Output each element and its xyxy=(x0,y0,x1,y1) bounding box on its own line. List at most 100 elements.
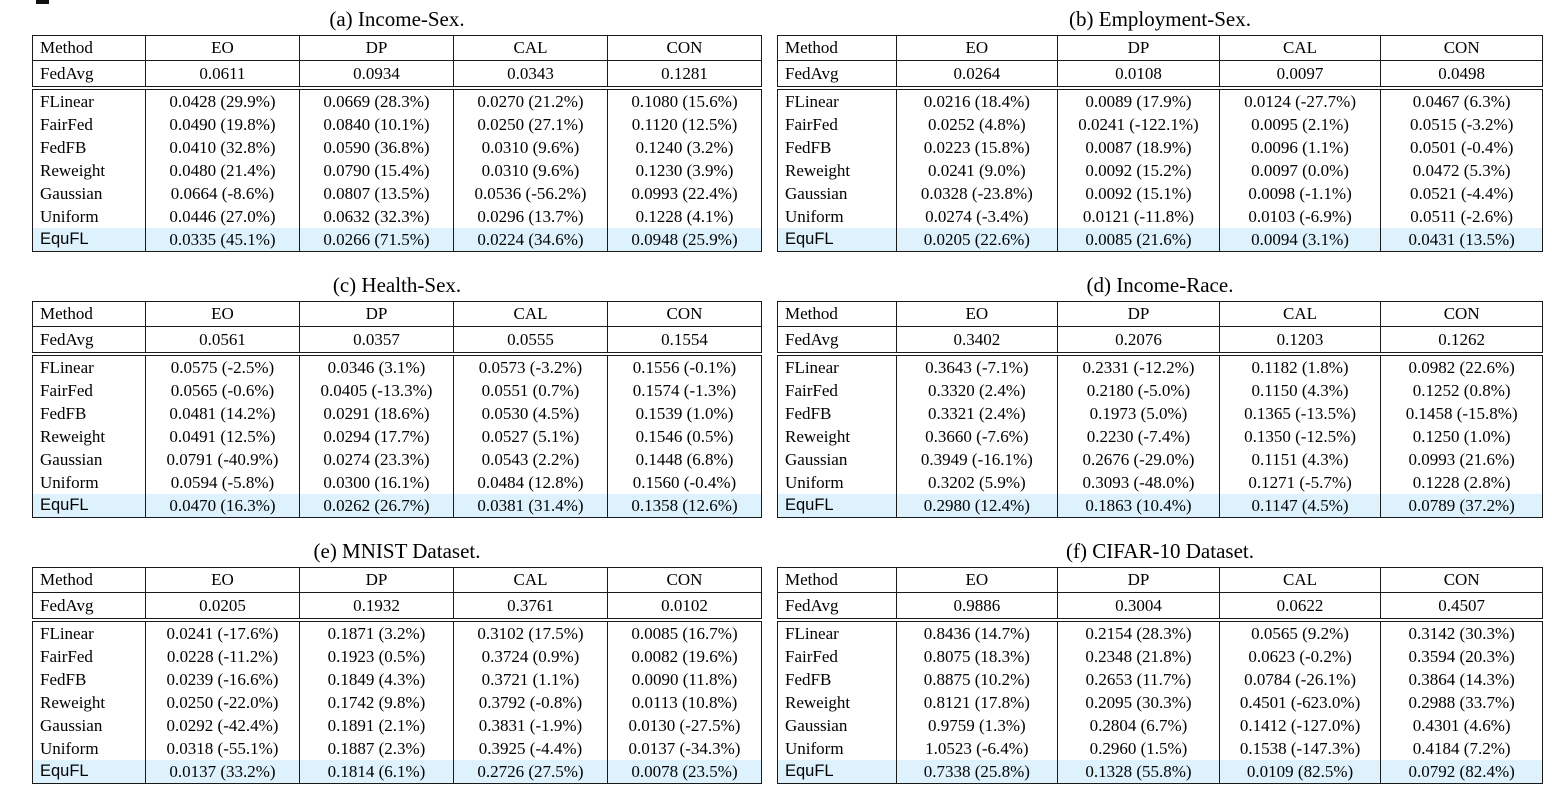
value-cell: 0.0335 (45.1%) xyxy=(144,228,300,252)
method-name-cell: Reweight xyxy=(777,159,897,182)
value-cell: 0.0565 (-0.6%) xyxy=(144,379,300,402)
value-cell: 0.0124 (-27.7%) xyxy=(1218,88,1381,113)
method-row: Reweight 0.0480 (21.4%) 0.0790 (15.4%) 0.03… xyxy=(32,159,762,182)
value-cell: 0.0934 xyxy=(298,60,454,90)
value-cell: 0.0239 (-16.6%) xyxy=(144,668,300,691)
value-cell: 0.2988 (33.7%) xyxy=(1380,691,1543,714)
column-header-eo: EO xyxy=(144,567,300,593)
value-cell: 0.1281 xyxy=(606,60,762,90)
method-row: Uniform 0.0318 (-55.1%) 0.1887 (2.3%) 0.392… xyxy=(32,737,762,760)
header-row: Method EO DP CAL CON xyxy=(32,301,762,327)
value-cell: 0.1849 (4.3%) xyxy=(298,668,454,691)
value-cell: 0.1891 (2.1%) xyxy=(298,714,454,737)
value-cell: 0.0250 (-22.0%) xyxy=(144,691,300,714)
value-cell: 0.0264 xyxy=(895,60,1058,90)
method-row: FairFed 0.0252 (4.8%) 0.0241 (-122.1%) 0.00… xyxy=(777,113,1543,136)
value-cell: 0.3724 (0.9%) xyxy=(452,645,608,668)
column-header-dp: DP xyxy=(298,35,454,61)
value-cell: 0.2095 (30.3%) xyxy=(1057,691,1220,714)
value-cell: 0.1250 (1.0%) xyxy=(1380,425,1543,448)
value-cell: 0.0594 (-5.8%) xyxy=(144,471,300,494)
method-name-cell: EquFL xyxy=(777,494,897,518)
value-cell: 0.1574 (-1.3%) xyxy=(606,379,762,402)
value-cell: 0.2960 (1.5%) xyxy=(1057,737,1220,760)
method-row: FedFB 0.0481 (14.2%) 0.0291 (18.6%) 0.0530 … xyxy=(32,402,762,425)
method-row: Gaussian 0.3949 (-16.1%) 0.2676 (-29.0%) 0.… xyxy=(777,448,1543,471)
method-row: FedAvg 0.3402 0.2076 0.1203 0.1262 xyxy=(777,326,1543,356)
value-cell: 0.1863 (10.4%) xyxy=(1057,494,1220,518)
value-cell: 0.0555 xyxy=(452,326,608,356)
value-cell: 0.0224 (34.6%) xyxy=(452,228,608,252)
value-cell: 0.1147 (4.5%) xyxy=(1218,494,1381,518)
results-table: Method EO DP CAL CON FedAvg 0.0611 0.0934 0.034… xyxy=(32,35,762,252)
value-cell: 0.0216 (18.4%) xyxy=(895,88,1058,113)
value-cell: 0.0252 (4.8%) xyxy=(895,113,1058,136)
value-cell: 0.0274 (-3.4%) xyxy=(895,205,1058,228)
method-row: FLinear 0.0428 (29.9%) 0.0669 (28.3%) 0.027… xyxy=(32,88,762,113)
column-header-cal: CAL xyxy=(452,567,608,593)
value-cell: 0.7338 (25.8%) xyxy=(895,760,1058,784)
value-cell: 0.2230 (-7.4%) xyxy=(1057,425,1220,448)
table-block-f: (f) CIFAR-10 Dataset. Method EO DP CAL CON F… xyxy=(777,538,1543,784)
value-cell: 0.0575 (-2.5%) xyxy=(144,354,300,379)
results-table: Method EO DP CAL CON FedAvg 0.3402 0.2076 0.120… xyxy=(777,301,1543,518)
value-cell: 0.1182 (1.8%) xyxy=(1218,354,1381,379)
value-cell: 0.3949 (-16.1%) xyxy=(895,448,1058,471)
value-cell: 0.0113 (10.8%) xyxy=(606,691,762,714)
method-row: FedAvg 0.9886 0.3004 0.0622 0.4507 xyxy=(777,592,1543,622)
method-row: Reweight 0.8121 (17.8%) 0.2095 (30.3%) 0.45… xyxy=(777,691,1543,714)
method-name-cell: Reweight xyxy=(32,691,146,714)
value-cell: 0.3831 (-1.9%) xyxy=(452,714,608,737)
value-cell: 0.0085 (21.6%) xyxy=(1057,228,1220,252)
value-cell: 0.0300 (16.1%) xyxy=(298,471,454,494)
method-name-cell: Gaussian xyxy=(32,714,146,737)
column-header-con: CON xyxy=(1380,567,1543,593)
method-name-cell: FedAvg xyxy=(32,326,146,356)
value-cell: 0.0270 (21.2%) xyxy=(452,88,608,113)
value-cell: 0.0561 xyxy=(144,326,300,356)
method-name-cell: FLinear xyxy=(777,88,897,113)
value-cell: 0.8121 (17.8%) xyxy=(895,691,1058,714)
value-cell: 0.0250 (27.1%) xyxy=(452,113,608,136)
value-cell: 0.1538 (-147.3%) xyxy=(1218,737,1381,760)
value-cell: 0.3202 (5.9%) xyxy=(895,471,1058,494)
method-row: FLinear 0.3643 (-7.1%) 0.2331 (-12.2%) 0.11… xyxy=(777,354,1543,379)
value-cell: 0.0087 (18.9%) xyxy=(1057,136,1220,159)
results-table: Method EO DP CAL CON FedAvg 0.0205 0.1932 0.376… xyxy=(32,567,762,784)
value-cell: 0.0467 (6.3%) xyxy=(1380,88,1543,113)
column-header-con: CON xyxy=(1380,35,1543,61)
method-name-cell: FedFB xyxy=(777,136,897,159)
method-name-cell: FairFed xyxy=(777,379,897,402)
value-cell: 0.0515 (-3.2%) xyxy=(1380,113,1543,136)
value-cell: 0.0632 (32.3%) xyxy=(298,205,454,228)
column-header-method: Method xyxy=(777,301,897,327)
value-cell: 0.3093 (-48.0%) xyxy=(1057,471,1220,494)
value-cell: 0.0446 (27.0%) xyxy=(144,205,300,228)
value-cell: 0.1923 (0.5%) xyxy=(298,645,454,668)
value-cell: 0.1554 xyxy=(606,326,762,356)
method-row: Gaussian 0.9759 (1.3%) 0.2804 (6.7%) 0.1412… xyxy=(777,714,1543,737)
value-cell: 0.0840 (10.1%) xyxy=(298,113,454,136)
value-cell: 0.2076 xyxy=(1057,326,1220,356)
value-cell: 0.0590 (36.8%) xyxy=(298,136,454,159)
value-cell: 0.0266 (71.5%) xyxy=(298,228,454,252)
value-cell: 0.2726 (27.5%) xyxy=(452,760,608,784)
method-name-cell: FedFB xyxy=(32,136,146,159)
method-name-cell: EquFL xyxy=(32,228,146,252)
value-cell: 0.1871 (3.2%) xyxy=(298,620,454,645)
table-block-d: (d) Income-Race. Method EO DP CAL CON FedAvg… xyxy=(777,272,1543,518)
table-block-b: (b) Employment-Sex. Method EO DP CAL CON Fed… xyxy=(777,6,1543,252)
value-cell: 0.0274 (23.3%) xyxy=(298,448,454,471)
method-row: Uniform 0.0594 (-5.8%) 0.0300 (16.1%) 0.048… xyxy=(32,471,762,494)
value-cell: 0.0108 xyxy=(1057,60,1220,90)
value-cell: 0.0090 (11.8%) xyxy=(606,668,762,691)
column-header-con: CON xyxy=(606,567,762,593)
value-cell: 0.0536 (-56.2%) xyxy=(452,182,608,205)
value-cell: 0.3643 (-7.1%) xyxy=(895,354,1058,379)
column-header-dp: DP xyxy=(298,567,454,593)
value-cell: 0.0405 (-13.3%) xyxy=(298,379,454,402)
column-header-cal: CAL xyxy=(452,301,608,327)
value-cell: 0.0205 xyxy=(144,592,300,622)
method-name-cell: Gaussian xyxy=(32,182,146,205)
method-row: FedFB 0.8875 (10.2%) 0.2653 (11.7%) 0.0784 … xyxy=(777,668,1543,691)
